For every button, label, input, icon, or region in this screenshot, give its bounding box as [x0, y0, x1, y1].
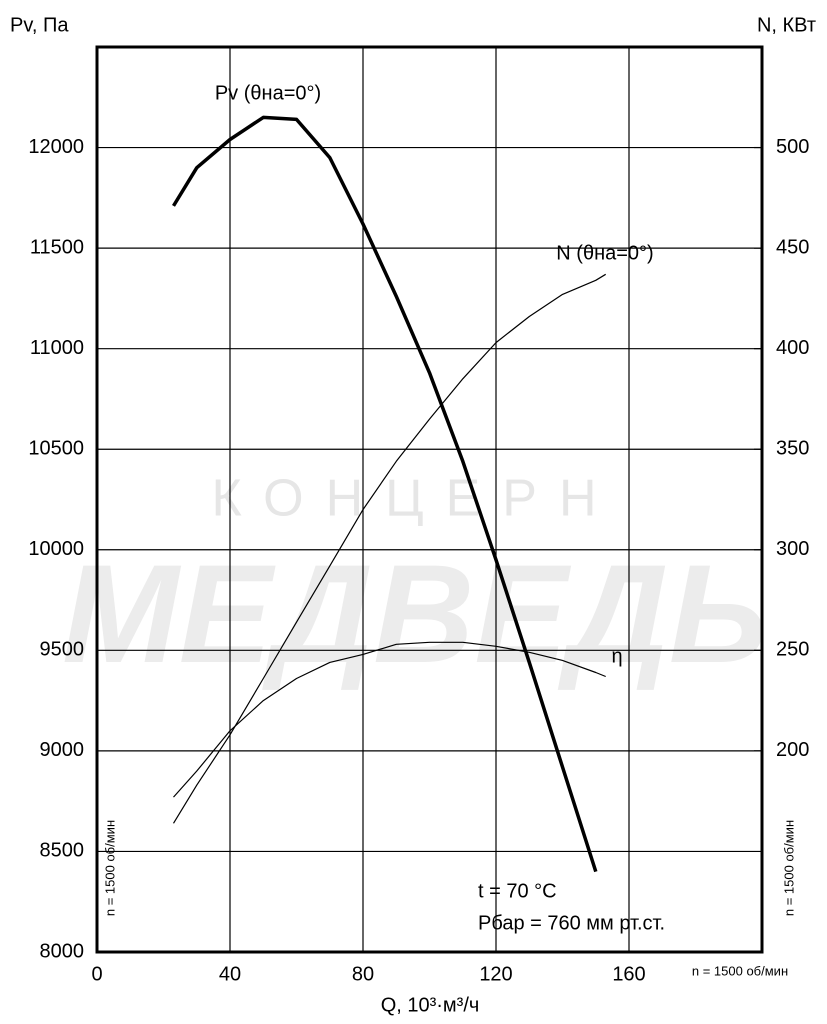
y-tick-label: 10000: [28, 538, 84, 560]
y-tick-label: 8000: [40, 940, 85, 962]
y2-tick-label: 500: [776, 136, 809, 158]
series-line: [172, 273, 607, 824]
y-tick-label: 10500: [28, 438, 84, 460]
x-tick-label: 80: [352, 963, 374, 985]
y-axis-label: Pv, Па: [10, 14, 69, 36]
series-label: N (θна=0°): [556, 242, 653, 264]
series-line: [172, 115, 598, 873]
y-tick-label: 11500: [30, 236, 84, 258]
y2-tick-label: 400: [776, 337, 809, 359]
y2-tick-label: 300: [776, 538, 809, 560]
speed-label: n = 1500 об/мин: [781, 820, 796, 916]
y-tick-label: 9500: [40, 639, 85, 661]
speed-label: n = 1500 об/мин: [102, 820, 117, 916]
series-line: [173, 641, 606, 798]
y-tick-label: 9000: [40, 739, 85, 761]
x-axis-label: Q, 10³·м³/ч: [381, 994, 480, 1016]
x-tick-label: 0: [91, 963, 102, 985]
annotation: Pбар = 760 мм рт.ст.: [478, 912, 665, 934]
y-tick-label: 11000: [30, 337, 84, 359]
annotation: t = 70 °C: [478, 880, 557, 902]
y2-tick-label: 350: [776, 438, 809, 460]
y-tick-label: 12000: [28, 136, 84, 158]
x-tick-label: 120: [479, 963, 512, 985]
y2-axis-label: N, КВт: [757, 14, 816, 36]
series-label: η: [611, 645, 622, 667]
y2-tick-label: 250: [776, 639, 809, 661]
watermark: КОНЦЕРН: [211, 470, 618, 528]
y-tick-label: 8500: [40, 840, 85, 862]
plot-frame: [95, 45, 764, 954]
series-label: Pv (θна=0°): [215, 82, 321, 104]
y2-tick-label: 450: [776, 236, 809, 258]
y2-tick-label: 200: [776, 739, 809, 761]
x-tick-label: 160: [612, 963, 645, 985]
speed-label: n = 1500 об/мин: [692, 963, 788, 978]
watermark: МЕДВЕДЬ: [62, 535, 768, 692]
x-tick-label: 40: [219, 963, 241, 985]
